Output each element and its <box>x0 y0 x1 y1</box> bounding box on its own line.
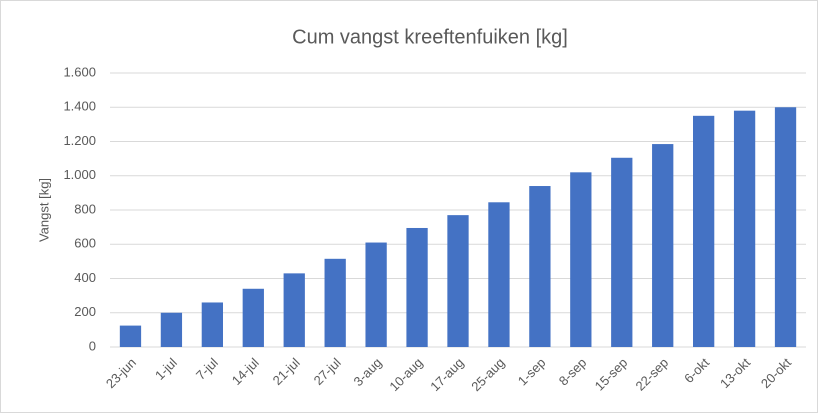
bar <box>406 227 428 347</box>
y-axis-label: Vangst [kg] <box>36 178 51 242</box>
y-tick-label: 800 <box>74 201 96 216</box>
bar <box>529 186 551 347</box>
bar <box>733 110 756 347</box>
bar <box>570 172 592 347</box>
y-tick-label: 1.400 <box>63 99 96 114</box>
bar <box>283 273 305 347</box>
bar <box>652 144 674 347</box>
bar <box>242 288 264 347</box>
chart-title: Cum vangst kreeftenfuiken [kg] <box>292 26 568 48</box>
bar <box>488 202 510 347</box>
bar <box>774 107 797 347</box>
y-tick-label: 600 <box>74 236 96 251</box>
y-tick-label: 200 <box>74 304 96 319</box>
y-tick-label: 1.600 <box>63 64 96 79</box>
y-tick-label: 1.200 <box>63 133 96 148</box>
bar <box>119 325 142 347</box>
bar <box>324 258 346 347</box>
y-tick-label: 400 <box>74 270 96 285</box>
bar <box>693 115 715 347</box>
bar <box>201 302 223 347</box>
bar <box>447 215 469 347</box>
y-tick-label: 1.000 <box>63 167 96 182</box>
bar <box>365 242 387 347</box>
bar <box>611 157 633 347</box>
bar <box>160 312 183 347</box>
y-tick-label: 0 <box>89 338 96 353</box>
